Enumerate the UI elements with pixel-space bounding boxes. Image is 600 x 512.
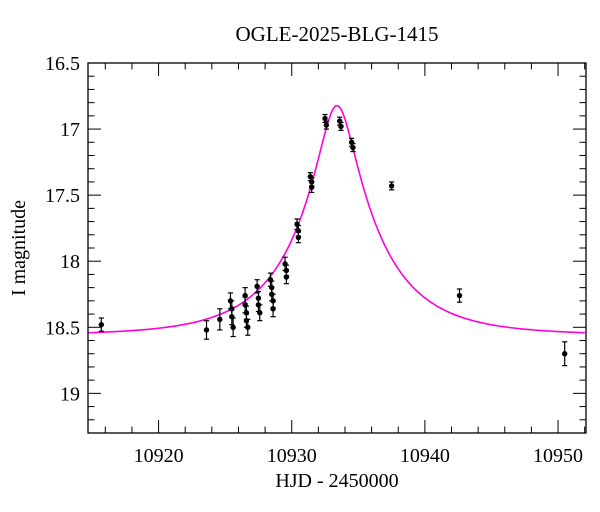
data-point [283,269,290,285]
data-point-marker [270,306,276,312]
data-point [456,288,463,303]
data-point [388,181,395,191]
data-point [270,300,276,318]
data-point [254,279,260,294]
data-point [230,317,236,338]
y-tick-label: 18.5 [45,317,80,339]
plot-frame-layer: 10920 10930 10940 10950 16.5 17 17.5 18 18.5 19 [45,53,587,467]
data-point-marker [257,310,263,316]
data-point-marker [456,292,463,299]
x-axis-label: HJD - 2450000 [275,470,398,492]
x-tick-label: 10930 [267,445,317,467]
plot-frame [87,62,587,434]
data-point [561,341,568,367]
x-tick-label: 10940 [400,445,450,467]
data-point [338,121,344,131]
data-point-marker [283,274,290,280]
data-point [245,318,251,336]
data-point-marker [98,321,105,328]
data-point-marker [388,183,395,189]
data-point [257,304,263,322]
y-axis-label: I magnitude [8,200,30,296]
data-point [203,320,210,340]
data-point [309,181,315,194]
x-tick-label: 10920 [134,445,184,467]
model-curve-layer [87,104,585,334]
data-point-marker [322,115,328,122]
chart-title: OGLE-2025-BLG-1415 [236,22,439,46]
data-point-marker [309,184,315,190]
data-point [350,143,356,153]
data-point-marker [295,234,302,241]
y-tick-label: 16.5 [45,53,80,75]
data-points-layer [98,113,568,367]
x-tick-label: 10950 [533,445,583,467]
y-tick-label: 17 [60,119,80,141]
data-point [295,231,302,244]
data-point-marker [561,351,568,357]
data-point [217,308,223,331]
data-point-marker [323,122,330,128]
data-point-marker [217,316,223,323]
data-point-marker [338,123,344,130]
y-tick-label: 18 [60,251,80,273]
data-point [323,120,330,130]
y-tick-label: 19 [60,383,80,405]
y-tick-label: 17.5 [45,185,80,207]
data-point-marker [230,324,236,330]
model-curve [87,104,585,334]
data-point-marker [254,283,260,290]
data-point-marker [350,144,356,151]
data-point-marker [203,327,210,333]
data-point-marker [245,324,251,330]
data-point [98,317,105,332]
